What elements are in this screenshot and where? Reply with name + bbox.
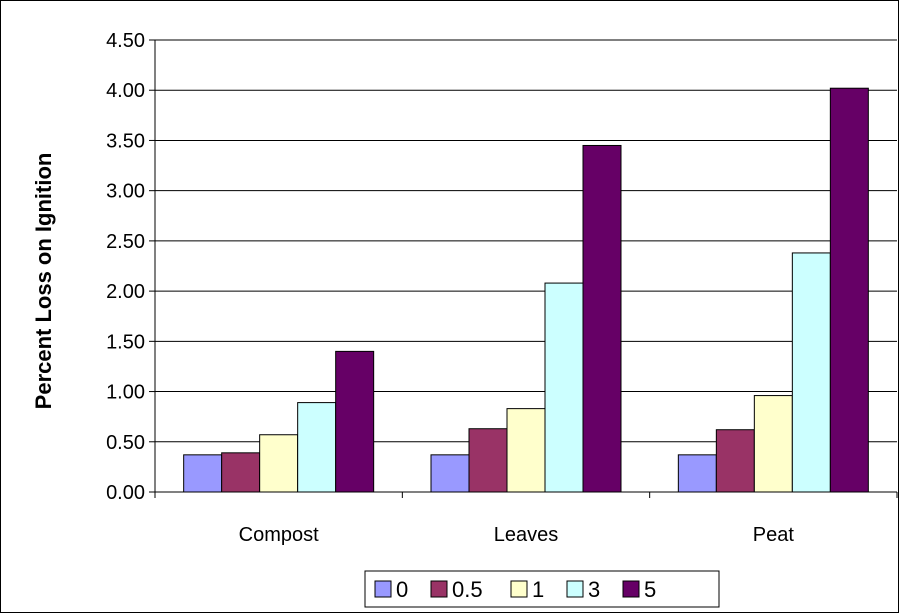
bar-leaves-3 xyxy=(544,282,584,493)
bar-compost-0_5 xyxy=(221,452,261,493)
legend-swatch xyxy=(566,580,584,598)
bar-compost-3 xyxy=(297,402,337,493)
y-tick-label: 3.00 xyxy=(106,181,145,203)
y-tick-label: 2.00 xyxy=(106,281,145,303)
legend-swatch xyxy=(622,580,640,598)
legend-swatch xyxy=(510,580,528,598)
bar-compost-0 xyxy=(183,454,223,493)
y-tick-label: 3.50 xyxy=(106,130,145,152)
bar-compost-1 xyxy=(259,434,299,493)
bar-leaves-5 xyxy=(582,144,622,493)
x-tick-label: Leaves xyxy=(494,524,559,546)
y-tick-label: 4.50 xyxy=(106,30,145,52)
x-axis-ticks: Compost Leaves Peat xyxy=(154,492,898,546)
y-tick-label: 1.00 xyxy=(106,382,145,404)
bar-compost-5 xyxy=(335,350,375,493)
legend: 0 0.5 1 3 5 xyxy=(364,570,720,608)
legend-label: 3 xyxy=(588,577,600,602)
bar-leaves-0_5 xyxy=(468,428,508,493)
legend-box xyxy=(364,570,720,608)
bar-peat-0_5 xyxy=(715,429,755,493)
legend-label: 5 xyxy=(644,577,656,602)
bar-peat-0 xyxy=(677,454,717,493)
y-tick-label: 2.50 xyxy=(106,231,145,253)
gridlines xyxy=(155,39,897,443)
legend-swatch xyxy=(430,580,448,598)
y-axis-ticks: 0.00 0.50 1.00 1.50 2.00 2.50 3.00 3.50 4.00 4.50 xyxy=(106,30,155,504)
y-tick-label: 1.50 xyxy=(106,331,145,353)
bar-peat-3 xyxy=(791,252,831,493)
y-axis-title: Percent Loss on Ignition xyxy=(31,153,56,410)
bar-leaves-0 xyxy=(430,454,470,493)
bars xyxy=(183,87,869,493)
legend-label: 0 xyxy=(396,577,408,602)
bar-peat-5 xyxy=(829,87,869,493)
x-tick-label: Compost xyxy=(239,524,319,546)
bar-peat-1 xyxy=(753,395,793,493)
y-tick-label: 0.00 xyxy=(106,482,145,504)
legend-label: 0.5 xyxy=(452,577,483,602)
x-tick-label: Peat xyxy=(753,524,795,546)
y-tick-label: 0.50 xyxy=(106,432,145,454)
y-tick-label: 4.00 xyxy=(106,80,145,102)
bar-leaves-1 xyxy=(506,408,546,493)
axes xyxy=(154,40,897,493)
legend-label: 1 xyxy=(532,577,544,602)
legend-swatch xyxy=(374,580,392,598)
